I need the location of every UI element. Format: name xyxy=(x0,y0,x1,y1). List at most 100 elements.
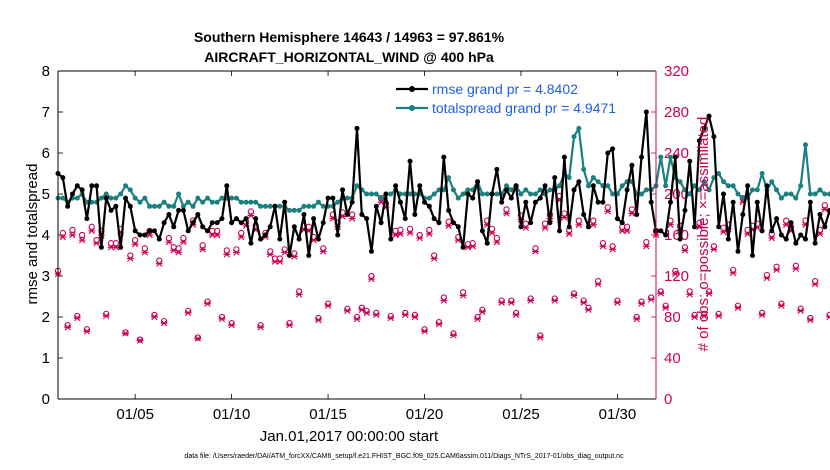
totalspread-point xyxy=(663,183,669,189)
rmse-point xyxy=(65,203,71,209)
rmse-point xyxy=(224,183,230,189)
rmse-point xyxy=(267,224,273,230)
rmse-point xyxy=(200,224,206,230)
rmse-point xyxy=(663,232,669,238)
obs-assimilated-point xyxy=(358,306,366,314)
obs-assimilated-point xyxy=(141,249,149,256)
y-axis-right-label: # of obs: o=possible; ×=assimilated xyxy=(695,117,712,352)
totalspread-point xyxy=(354,183,360,189)
obs-assimilated-point xyxy=(401,311,409,319)
rmse-point xyxy=(812,240,818,246)
obs-assimilated-point xyxy=(671,270,679,278)
rmse-point xyxy=(629,162,635,168)
totalspread-point xyxy=(262,203,268,209)
obs-assimilated-point xyxy=(199,246,207,253)
obs-assimilated-point xyxy=(102,312,110,320)
rmse-point xyxy=(455,224,461,230)
obs-assimilated-point xyxy=(623,227,631,235)
totalspread-point xyxy=(778,195,784,201)
totalspread-point xyxy=(200,199,206,205)
totalspread-point xyxy=(156,203,162,209)
chart-subtitle: AIRCRAFT_HORIZONTAL_WIND @ 400 hPa xyxy=(204,49,494,65)
obs-assimilated-point xyxy=(609,246,616,253)
obs-assimilated-point xyxy=(151,313,158,321)
obs-assimilated-point xyxy=(64,324,72,331)
obs-assimilated-point xyxy=(237,233,245,241)
obs-assimilated-point xyxy=(257,324,264,331)
rmse-point xyxy=(590,183,596,189)
rmse-point xyxy=(619,220,625,226)
rmse-point xyxy=(89,183,95,189)
rmse-point xyxy=(354,125,360,131)
totalspread-point xyxy=(60,195,66,201)
totalspread-point xyxy=(205,195,210,201)
obs-assimilated-point xyxy=(126,255,134,262)
totalspread-point xyxy=(253,199,259,205)
obs-possible-point xyxy=(247,208,255,215)
totalspread-point xyxy=(793,195,799,201)
totalspread-point xyxy=(455,195,461,201)
obs-assimilated-point xyxy=(696,223,703,230)
totalspread-point xyxy=(696,187,702,193)
obs-assimilated-point xyxy=(397,230,404,238)
x-tick-label: 01/10 xyxy=(213,406,251,423)
y-right-tick-label: 280 xyxy=(664,104,689,121)
rmse-point xyxy=(827,207,830,213)
obs-assimilated-point xyxy=(551,297,559,304)
rmse-point xyxy=(658,228,664,234)
obs-assimilated-point xyxy=(768,234,776,242)
rmse-point xyxy=(730,199,736,205)
totalspread-point xyxy=(754,187,760,193)
obs-assimilated-point xyxy=(575,221,583,228)
rmse-point xyxy=(542,183,548,189)
rmse-point xyxy=(508,195,514,201)
totalspread-point xyxy=(822,191,828,197)
totalspread-point xyxy=(137,199,143,205)
y-right-tick-label: 80 xyxy=(664,309,681,326)
totalspread-point xyxy=(426,195,432,201)
totalspread-point xyxy=(639,191,645,197)
rmse-point xyxy=(532,199,538,205)
rmse-point xyxy=(402,216,408,222)
obs-possible-point xyxy=(141,245,148,252)
obs-assimilated-point xyxy=(474,315,481,323)
totalspread-point xyxy=(258,203,264,209)
rmse-point xyxy=(639,154,645,160)
rmse-point xyxy=(253,216,259,222)
totalspread-point xyxy=(667,154,673,160)
rmse-point xyxy=(822,224,828,230)
y-tick-label: 5 xyxy=(42,186,50,203)
rmse-point xyxy=(156,236,162,242)
rmse-point xyxy=(233,216,239,222)
rmse-point xyxy=(214,220,220,226)
totalspread-point xyxy=(532,191,538,197)
rmse-point xyxy=(219,216,225,222)
obs-assimilated-point xyxy=(594,281,602,288)
rmse-point xyxy=(725,236,731,242)
obs-possible-point xyxy=(223,247,230,254)
rmse-point xyxy=(585,224,591,230)
y-tick-label: 1 xyxy=(42,350,50,367)
obs-assimilated-point xyxy=(136,337,144,344)
obs-assimilated-point xyxy=(122,330,129,337)
rmse-point xyxy=(667,199,673,205)
obs-assimilated-point xyxy=(589,221,597,228)
rmse-point xyxy=(441,154,447,160)
y-tick-label: 6 xyxy=(42,145,50,162)
obs-assimilated-point xyxy=(83,328,91,335)
rmse-point xyxy=(692,224,698,230)
obs-assimilated-point xyxy=(720,228,727,236)
obs-assimilated-point xyxy=(368,275,375,283)
obs-assimilated-point xyxy=(440,297,448,304)
rmse-point xyxy=(523,199,529,205)
rmse-point xyxy=(397,199,403,205)
totalspread-point xyxy=(151,203,157,209)
totalspread-point xyxy=(528,191,534,197)
totalspread-point xyxy=(320,203,326,209)
chart-title: Southern Hemisphere 14643 / 14963 = 97.8… xyxy=(194,29,505,45)
obs-possible-point xyxy=(821,202,828,209)
obs-assimilated-point xyxy=(642,243,650,250)
obs-assimilated-point xyxy=(459,292,467,299)
totalspread-point xyxy=(740,195,746,201)
